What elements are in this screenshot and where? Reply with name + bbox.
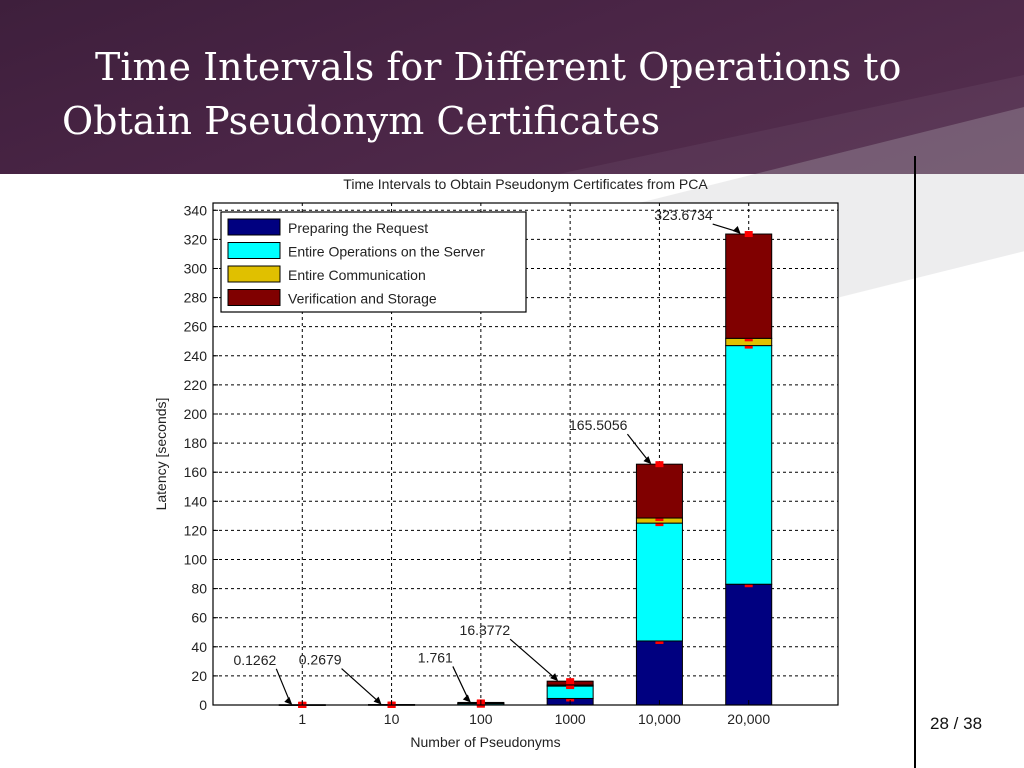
y-tick-label: 160 (184, 464, 208, 480)
legend-label: Preparing the Request (288, 220, 428, 236)
x-tick-label: 10,000 (638, 711, 681, 727)
segment-marker (566, 678, 575, 685)
y-tick-label: 120 (184, 522, 208, 538)
legend-label: Entire Operations on the Server (288, 244, 485, 260)
bar-segment (635, 522, 683, 642)
y-tick-label: 40 (191, 639, 207, 655)
y-tick-label: 100 (184, 551, 208, 567)
x-tick-label: 1000 (555, 711, 586, 727)
bar-segment (635, 640, 683, 706)
stacked-bar-chart: Time Intervals to Obtain Pseudonym Certi… (153, 176, 839, 750)
slide-title: Time Intervals for Different Operations … (0, 40, 1000, 148)
bar-segment (725, 345, 773, 585)
y-tick-label: 140 (184, 493, 208, 509)
chart-title: Time Intervals to Obtain Pseudonym Certi… (343, 176, 708, 192)
slide-divider-line (914, 156, 916, 768)
annotation-label: 165.5056 (569, 417, 628, 433)
x-tick-label: 1 (298, 711, 306, 727)
y-tick-label: 20 (191, 668, 207, 684)
annotation-arrowhead (373, 696, 382, 705)
slide-title-line-2: Obtain Pseudonym Certificates (62, 99, 661, 143)
y-tick-label: 0 (199, 697, 207, 713)
legend-label: Entire Communication (288, 267, 426, 283)
annotation-arrow (341, 668, 380, 704)
x-axis-label: Number of Pseudonyms (410, 734, 560, 750)
annotation-label: 0.1262 (233, 652, 276, 668)
annotation-arrow (509, 638, 557, 680)
y-axis-label: Latency [seconds] (153, 398, 169, 511)
slide-title-line-1: Time Intervals for Different Operations … (95, 45, 902, 89)
annotation-arrowhead (550, 673, 559, 682)
legend-label: Verification and Storage (288, 291, 437, 307)
legend: Preparing the Request Entire Operations o… (220, 211, 527, 313)
annotation-label: 1.761 (418, 649, 453, 665)
annotation-arrowhead (732, 226, 741, 235)
legend-swatch (227, 265, 281, 283)
annotation-arrow (452, 666, 470, 701)
slide-header: Time Intervals for Different Operations … (0, 0, 1024, 174)
y-tick-label: 300 (184, 260, 208, 276)
y-tick-label: 320 (184, 231, 208, 247)
y-tick-label: 340 (184, 202, 208, 218)
page-separator: / (953, 714, 964, 733)
legend-swatch (227, 289, 281, 306)
page-number: 28 / 38 (930, 714, 1014, 738)
page-current: 28 (930, 714, 949, 733)
y-tick-label: 220 (184, 377, 208, 393)
annotation-label: 0.2679 (299, 652, 342, 668)
x-tick-label: 10 (384, 711, 400, 727)
legend-swatch (227, 242, 281, 259)
legend-swatch (227, 218, 281, 236)
x-tick-label: 100 (469, 711, 493, 727)
y-tick-label: 80 (191, 581, 207, 597)
plot-frame (212, 202, 839, 706)
y-tick-label: 280 (184, 290, 208, 306)
annotation-arrowhead (462, 694, 471, 703)
bar-segment (635, 463, 683, 519)
segment-marker (744, 231, 753, 238)
y-tick-label: 60 (191, 610, 207, 626)
annotation-arrow (275, 668, 291, 704)
bar-segment (725, 233, 773, 339)
y-tick-label: 180 (184, 435, 208, 451)
annotation-arrowhead (643, 456, 652, 465)
page-total: 38 (963, 714, 983, 733)
segment-marker (655, 461, 664, 468)
annotation-arrow (626, 433, 650, 463)
y-tick-label: 240 (184, 348, 208, 364)
bar-segment (725, 583, 773, 706)
annotation-label: 323.6734 (654, 207, 713, 223)
y-tick-label: 200 (184, 406, 208, 422)
annotation-label: 16.3772 (460, 622, 511, 638)
annotation-arrowhead (284, 696, 293, 705)
x-tick-label: 20,000 (727, 711, 770, 727)
y-tick-label: 260 (184, 319, 208, 335)
